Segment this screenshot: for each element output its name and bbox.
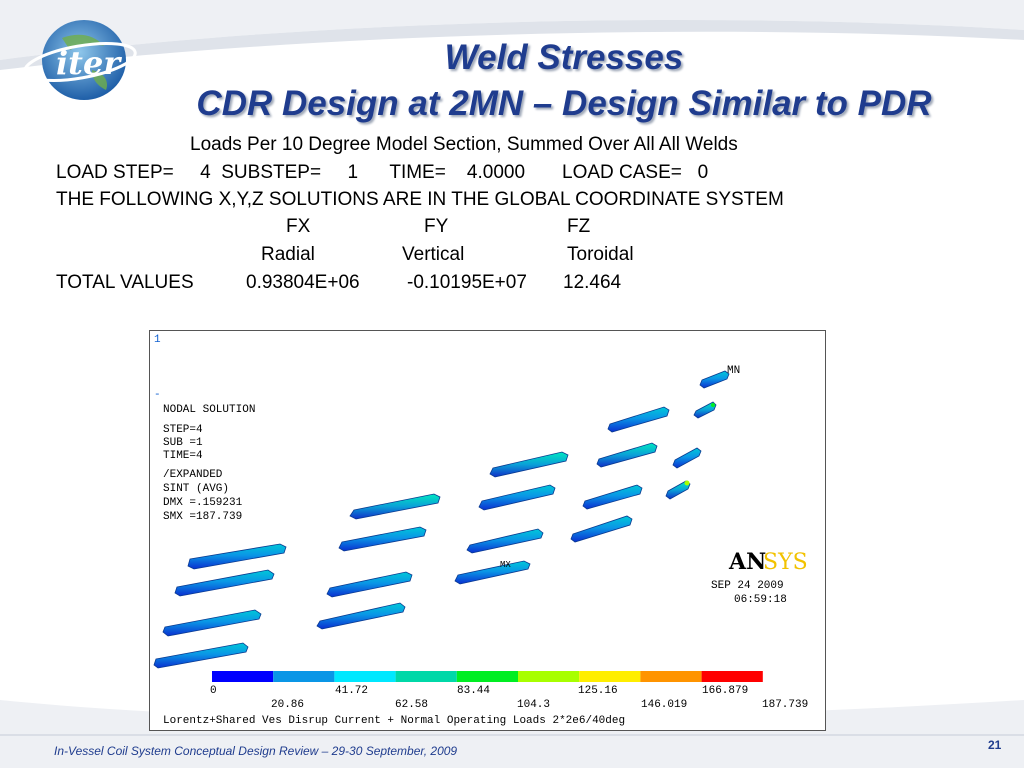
total-fx-value: 0.93804E+06 xyxy=(246,272,360,293)
legend-label-9: 187.739 xyxy=(762,699,808,711)
coord-system-text: THE FOLLOWING X,Y,Z SOLUTIONS ARE IN THE… xyxy=(56,189,784,210)
legend-swatch xyxy=(456,671,518,682)
legend-swatch xyxy=(579,671,641,682)
weld-bar xyxy=(672,447,702,469)
weld-bar xyxy=(174,569,275,597)
ansys-logo-an: AN xyxy=(728,549,766,575)
page-number: 21 xyxy=(988,738,1002,752)
legend-swatch xyxy=(273,671,335,682)
legend-label-2: 83.44 xyxy=(457,685,490,697)
sub-label: SUB =1 xyxy=(163,437,203,449)
legend-label-0: 0 xyxy=(210,685,217,697)
weld-bar xyxy=(582,484,643,510)
corner-dash: - xyxy=(154,389,161,401)
corner-mark: 1 xyxy=(154,334,161,346)
color-legend xyxy=(212,671,763,682)
fx-header: FX xyxy=(286,216,311,237)
dmx-label: DMX =.159231 xyxy=(163,497,243,509)
step-label: STEP=4 xyxy=(163,424,203,436)
weld-bar xyxy=(338,526,427,552)
legend-label-3: 125.16 xyxy=(578,685,618,697)
plot-time: 06:59:18 xyxy=(734,594,787,606)
ansys-plot: 1 - NODAL SOLUTION STEP=4 SUB =1 TIME=4 … xyxy=(149,330,826,731)
mx-marker: MX xyxy=(500,560,511,570)
legend-label-4: 166.879 xyxy=(702,685,748,697)
expanded-label: /EXPANDED xyxy=(163,469,223,481)
legend-label-5: 20.86 xyxy=(271,699,304,711)
weld-bar xyxy=(478,484,556,511)
slide-title-line1: Weld Stresses xyxy=(444,38,684,77)
weld-bar xyxy=(570,515,633,543)
logo-text: iter xyxy=(56,44,122,82)
load-step-text: LOAD STEP= 4 SUBSTEP= 1 TIME= 4.0000 LOA… xyxy=(56,162,709,183)
slide-title-line2: CDR Design at 2MN – Design Similar to PD… xyxy=(196,84,932,123)
vertical-label: Vertical xyxy=(402,244,465,265)
weld-bar xyxy=(187,543,287,570)
legend-swatch xyxy=(395,671,457,682)
weld-bar xyxy=(316,602,406,630)
legend-label-8: 146.019 xyxy=(641,699,687,711)
total-fz-value: 12.464 xyxy=(563,272,622,293)
legend-label-1: 41.72 xyxy=(335,685,368,697)
radial-label: Radial xyxy=(261,244,315,265)
weld-bar xyxy=(693,401,717,419)
legend-swatch xyxy=(518,671,580,682)
weld-bar xyxy=(466,528,544,554)
weld-bar xyxy=(596,442,658,468)
weld-bar xyxy=(454,560,531,585)
footer-text: In-Vessel Coil System Conceptual Design … xyxy=(54,744,458,758)
toroidal-label: Toroidal xyxy=(567,244,634,265)
weld-bar xyxy=(162,609,262,637)
ansys-plot-svg: 1 - NODAL SOLUTION STEP=4 SUB =1 TIME=4 … xyxy=(153,334,808,727)
weld-bar xyxy=(349,493,441,520)
smx-label: SMX =187.739 xyxy=(163,511,242,523)
plot-caption: Lorentz+Shared Ves Disrup Current + Norm… xyxy=(163,715,625,727)
time-label: TIME=4 xyxy=(163,450,203,462)
legend-label-6: 62.58 xyxy=(395,699,428,711)
mn-marker: MN xyxy=(727,365,740,377)
legend-swatch xyxy=(334,671,396,682)
iter-logo: iter xyxy=(23,20,137,100)
legend-swatch xyxy=(640,671,702,682)
weld-bar xyxy=(607,406,670,433)
weld-bar xyxy=(153,642,249,669)
plot-date: SEP 24 2009 xyxy=(711,580,784,592)
legend-label-7: 104.3 xyxy=(517,699,550,711)
fy-header: FY xyxy=(424,216,449,237)
weld-bar xyxy=(699,370,730,389)
sint-label: SINT (AVG) xyxy=(163,483,229,495)
weld-bar xyxy=(489,451,569,478)
legend-swatch xyxy=(212,671,274,682)
weld-bar xyxy=(326,571,413,598)
legend-swatch xyxy=(701,671,763,682)
total-fy-value: -0.10195E+07 xyxy=(407,272,527,293)
weld-model xyxy=(153,370,730,669)
fz-header: FZ xyxy=(567,216,591,237)
nodal-solution-label: NODAL SOLUTION xyxy=(163,404,255,416)
subtitle-text: Loads Per 10 Degree Model Section, Summe… xyxy=(190,134,738,155)
ansys-logo-sys: SYS xyxy=(763,550,808,575)
total-values-label: TOTAL VALUES xyxy=(56,272,194,293)
